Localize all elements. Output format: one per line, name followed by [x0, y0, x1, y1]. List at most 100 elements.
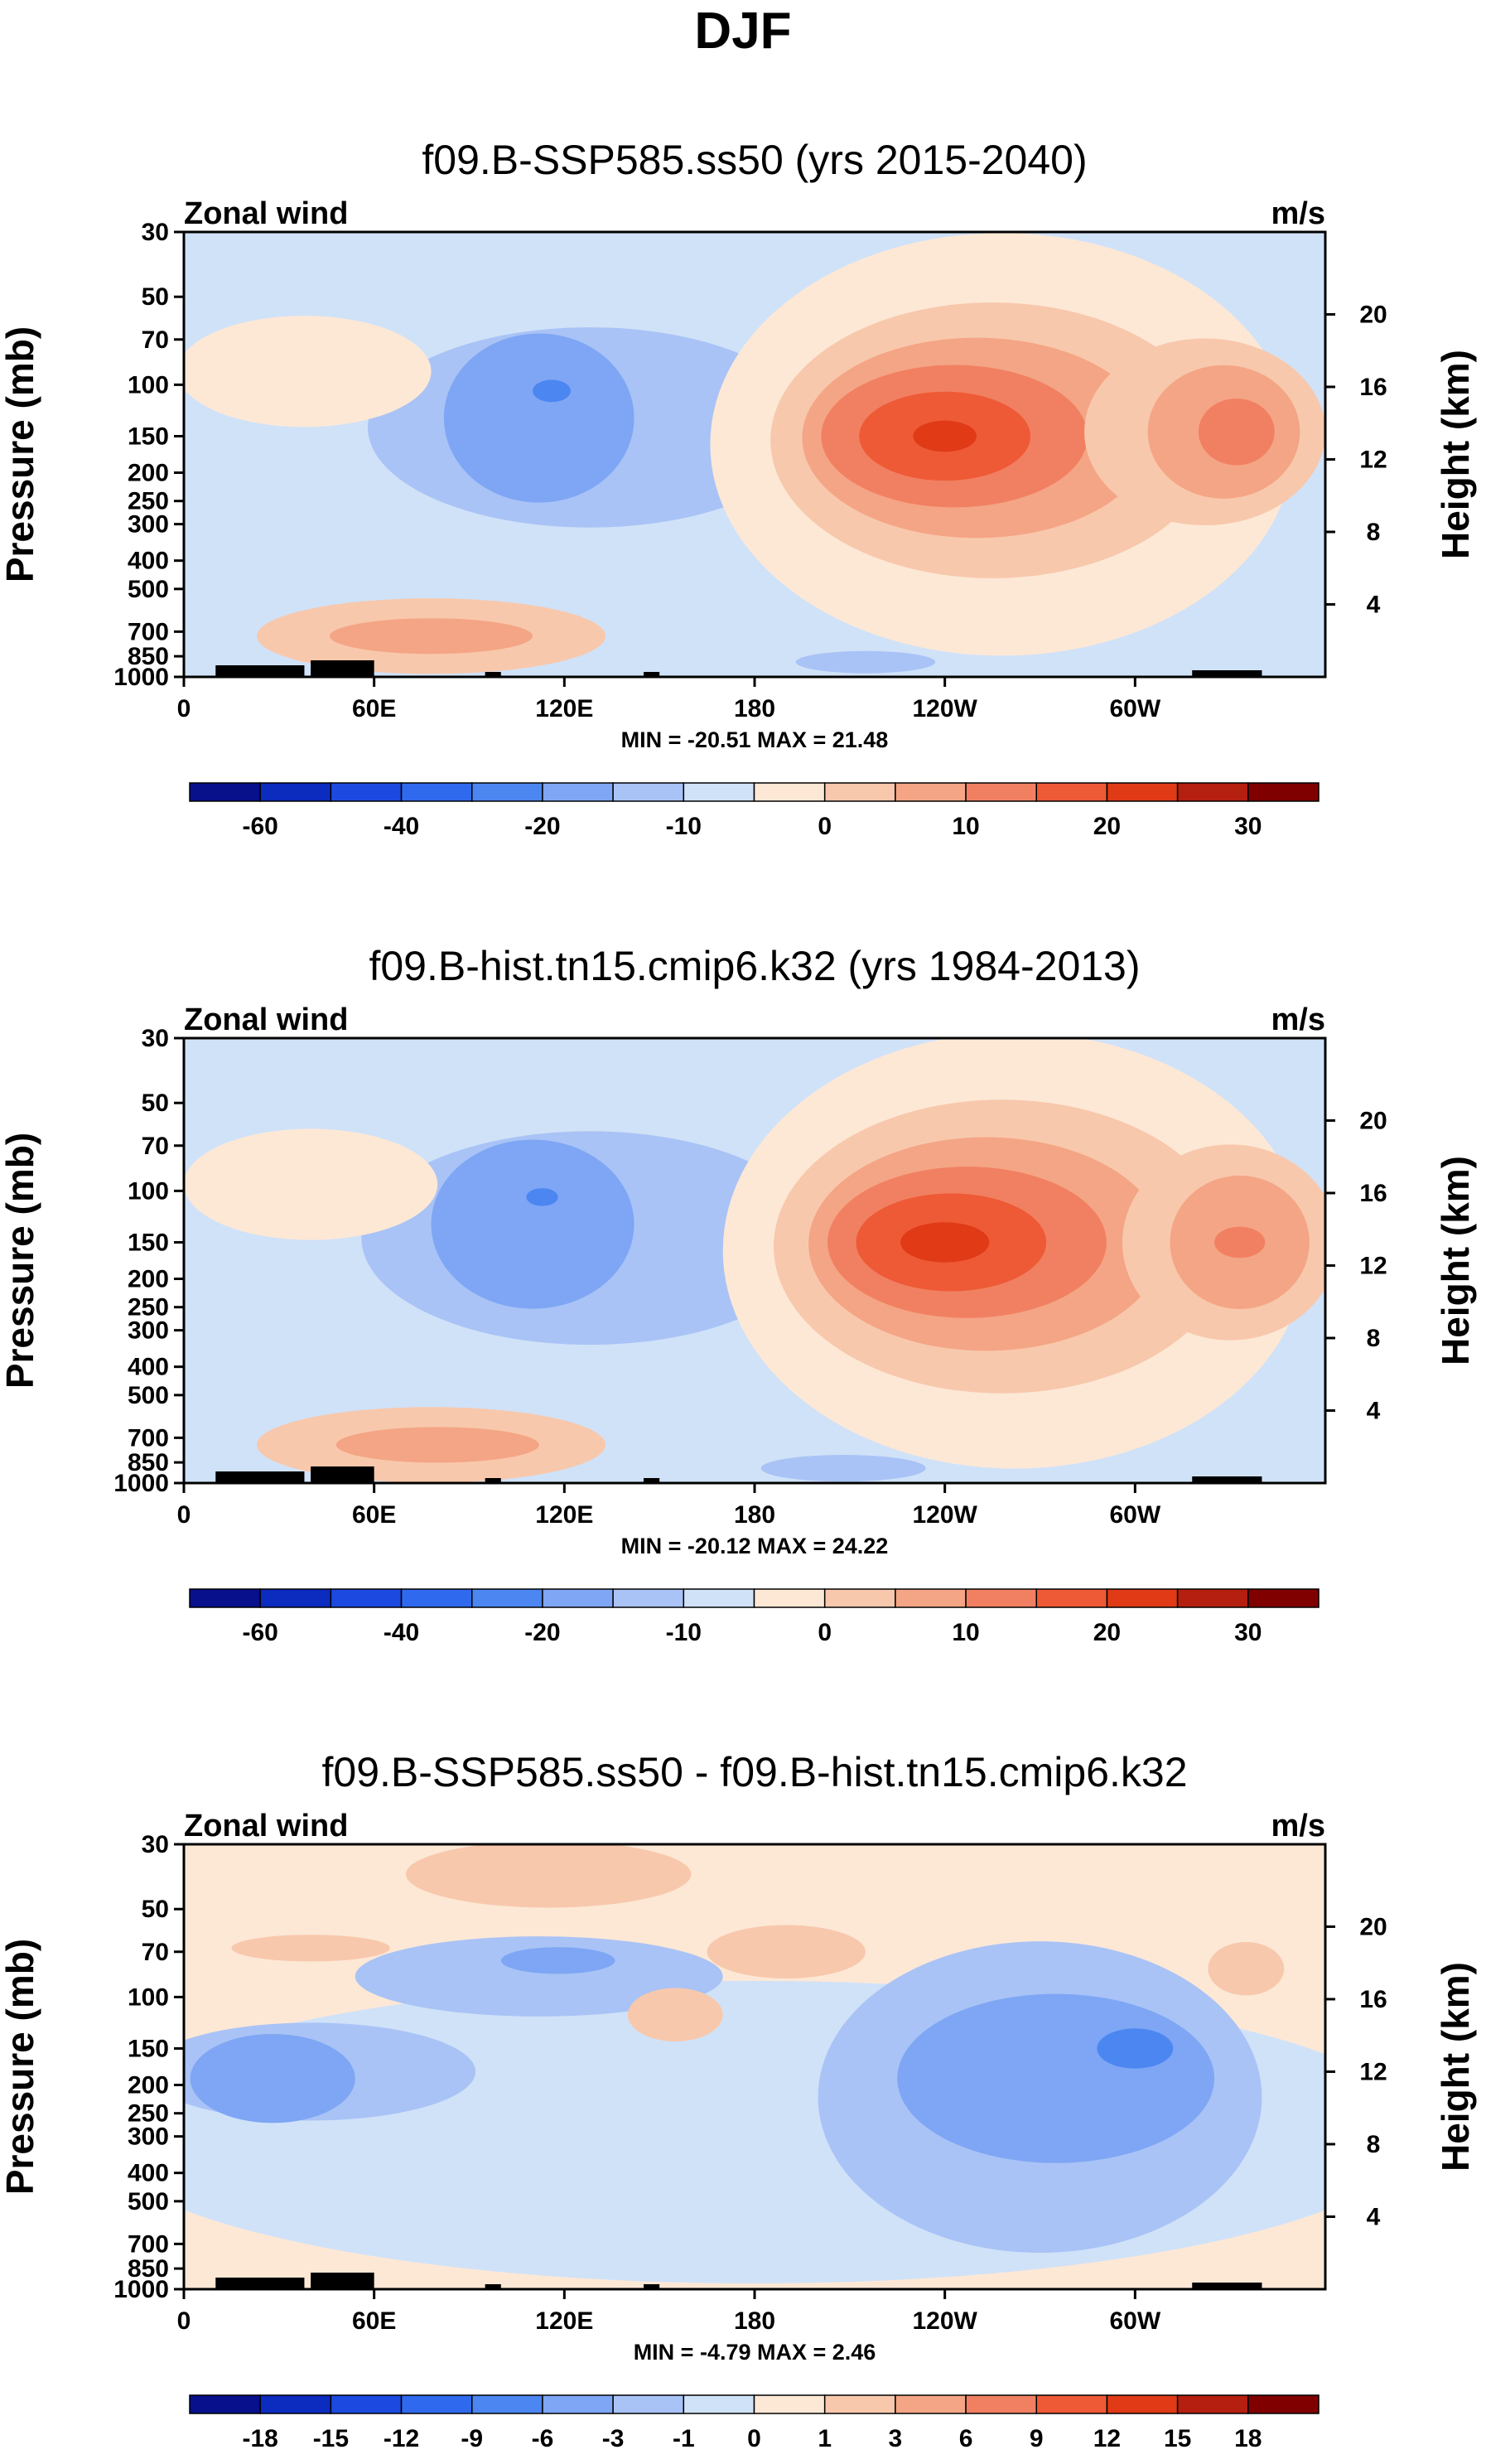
colorbar-label: -60 [243, 1619, 278, 1646]
x-tick-label: 60W [1109, 1501, 1160, 1529]
height-tick-label: 16 [1359, 1180, 1387, 1207]
colorbar-swatch [1035, 1588, 1108, 1608]
y-tick-label: 850 [128, 2255, 169, 2283]
colorbar-swatch [823, 2394, 896, 2414]
colorbar-swatch [542, 782, 614, 802]
colorbar-swatch [542, 1588, 614, 1608]
panel-subtitle: f09.B-SSP585.ss50 (yrs 2015-2040) [422, 137, 1087, 183]
colorbar: -60 -40 -20 -10 0 10 20 30 [189, 782, 1320, 840]
y-axis-title: Pressure (mb) [0, 1939, 41, 2195]
y-tick-label: 300 [128, 511, 169, 539]
variable-label: Zonal wind [184, 1809, 348, 1843]
contour-region [627, 1988, 723, 2042]
contour-region [1214, 1226, 1266, 1259]
colorbar-swatch [753, 1588, 826, 1608]
height-tick-label: 12 [1359, 1252, 1387, 1279]
colorbar-swatch [259, 2394, 332, 2414]
colorbar-label: -1 [673, 2425, 695, 2452]
y-tick-label: 250 [128, 2100, 169, 2128]
contour-region [707, 1925, 866, 1978]
x-tick-label: 60W [1109, 695, 1160, 722]
contour-region [913, 420, 977, 452]
y-tick-label: 300 [128, 2123, 169, 2151]
y-tick-label: 50 [142, 1896, 169, 1923]
colorbar-label: 18 [1234, 2425, 1262, 2452]
figure-title: DJF [694, 2, 791, 60]
colorbar-label: -9 [461, 2425, 483, 2452]
y-tick-label: 100 [128, 1177, 169, 1205]
topography [215, 2278, 305, 2289]
colorbar-swatch [612, 782, 685, 802]
y-tick-label: 1000 [113, 2276, 169, 2303]
topography [644, 672, 660, 677]
colorbar-swatch [895, 782, 967, 802]
colorbar-label: 3 [889, 2425, 903, 2452]
units-label: m/s [1271, 1003, 1325, 1037]
colorbar-swatch [1247, 2394, 1320, 2414]
y-tick-label: 70 [142, 1133, 169, 1160]
y-tick-label: 150 [128, 423, 169, 450]
x-tick-label: 180 [734, 695, 775, 722]
contour-region [526, 1188, 558, 1206]
colorbar-label: 10 [952, 1619, 979, 1646]
colorbar-swatch [1106, 782, 1179, 802]
x-tick-label: 180 [734, 2307, 775, 2335]
colorbar-label: -3 [602, 2425, 625, 2452]
colorbar-swatch [823, 1588, 896, 1608]
contour-region [330, 618, 533, 655]
colorbar-swatch [753, 2394, 826, 2414]
x-tick-label: 60E [352, 2307, 396, 2335]
contour-region [897, 1993, 1215, 2163]
height-axis-title: Height (km) [1434, 1156, 1477, 1365]
x-tick-label: 60E [352, 695, 396, 722]
colorbar-label: -15 [313, 2425, 349, 2452]
min-max-stats: MIN = -20.12 MAX = 24.22 [621, 1534, 889, 1558]
height-tick-label: 20 [1359, 301, 1387, 328]
x-tick-label: 120W [912, 1501, 977, 1529]
colorbar-swatch [965, 1588, 1037, 1608]
contour-field [184, 1038, 1325, 1483]
height-tick-label: 4 [1367, 591, 1381, 618]
height-tick-label: 12 [1359, 2058, 1387, 2085]
colorbar-swatch [259, 782, 332, 802]
colorbar-swatch [1106, 2394, 1179, 2414]
colorbar-swatch [895, 2394, 967, 2414]
topography [644, 1478, 660, 1483]
topography [485, 1478, 501, 1483]
x-tick-label: 120E [535, 2307, 593, 2335]
height-tick-label: 4 [1367, 2203, 1381, 2230]
x-tick-label: 120E [535, 1501, 593, 1529]
colorbar-swatch [612, 1588, 685, 1608]
height-axis-title: Height (km) [1434, 1962, 1477, 2172]
height-tick-label: 12 [1359, 446, 1387, 473]
y-tick-label: 30 [142, 1831, 169, 1858]
colorbar-swatch [895, 1588, 967, 1608]
contour-field [184, 232, 1325, 677]
colorbar-swatch [330, 2394, 403, 2414]
colorbar-label: 10 [952, 813, 979, 840]
y-tick-label: 50 [142, 283, 169, 311]
colorbar-swatch [189, 2394, 261, 2414]
colorbar-swatch [823, 782, 896, 802]
y-tick-label: 500 [128, 576, 169, 603]
colorbar-label: -10 [666, 813, 702, 840]
variable-label: Zonal wind [184, 196, 348, 231]
colorbar-swatch [471, 1588, 543, 1608]
x-tick-label: 60E [352, 1501, 396, 1529]
colorbar-label: -20 [524, 813, 560, 840]
y-tick-label: 30 [142, 219, 169, 246]
panel-3: f09.B-SSP585.ss50 - f09.B-hist.tn15.cmip… [0, 1749, 1477, 2452]
y-tick-label: 70 [142, 326, 169, 354]
colorbar: -60 -40 -20 -10 0 10 20 30 [189, 1588, 1320, 1646]
x-tick-label: 180 [734, 1501, 775, 1529]
y-tick-label: 100 [128, 371, 169, 399]
contour-region [500, 1947, 615, 1974]
contour-region [1097, 2028, 1174, 2069]
y-tick-label: 200 [128, 1266, 169, 1293]
y-tick-label: 1000 [113, 1470, 169, 1497]
colorbar-swatch [189, 782, 261, 802]
y-tick-label: 700 [128, 2230, 169, 2258]
topography [215, 1471, 305, 1483]
colorbar-label: 30 [1234, 813, 1262, 840]
